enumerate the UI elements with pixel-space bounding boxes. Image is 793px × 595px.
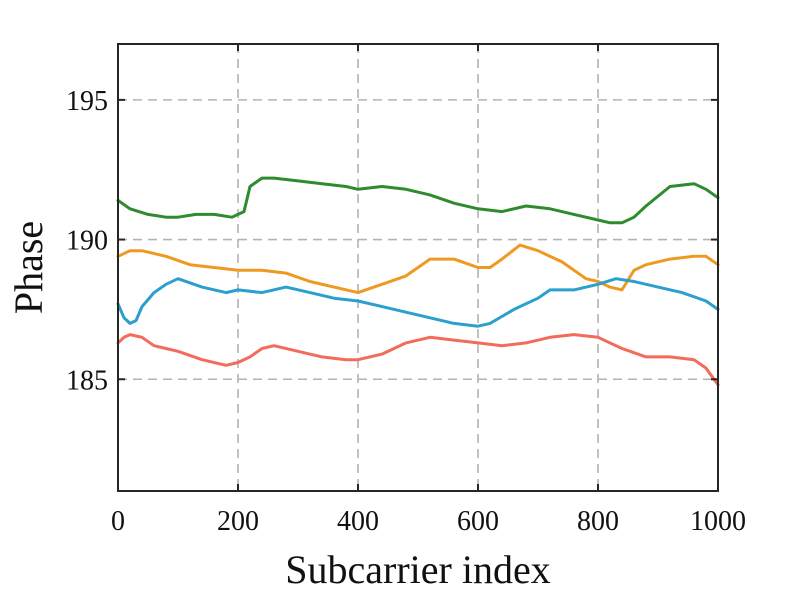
axis-ticks	[117, 44, 719, 491]
x-tick-label: 0	[111, 506, 125, 537]
plot-area-frame	[117, 43, 719, 492]
series-line-3	[116, 277, 720, 328]
y-axis-title: Phase	[6, 221, 51, 314]
y-tick-label: 185	[66, 365, 108, 396]
x-tick-label: 200	[217, 506, 259, 537]
series-lines	[116, 176, 720, 387]
grid	[118, 44, 718, 491]
series-line-2	[116, 243, 720, 295]
y-tick-label: 195	[66, 86, 108, 117]
x-axis-title: Subcarrier index	[285, 547, 550, 592]
y-tick-label: 190	[66, 226, 108, 257]
tick-labels: 0 200 400 600 800 1000 185 190 195	[66, 86, 746, 537]
x-tick-label: 400	[337, 506, 379, 537]
series-line-1	[116, 176, 720, 225]
x-tick-label: 1000	[690, 506, 746, 537]
series-line-4	[116, 333, 720, 387]
x-tick-label: 800	[577, 506, 619, 537]
x-tick-label: 600	[457, 506, 499, 537]
